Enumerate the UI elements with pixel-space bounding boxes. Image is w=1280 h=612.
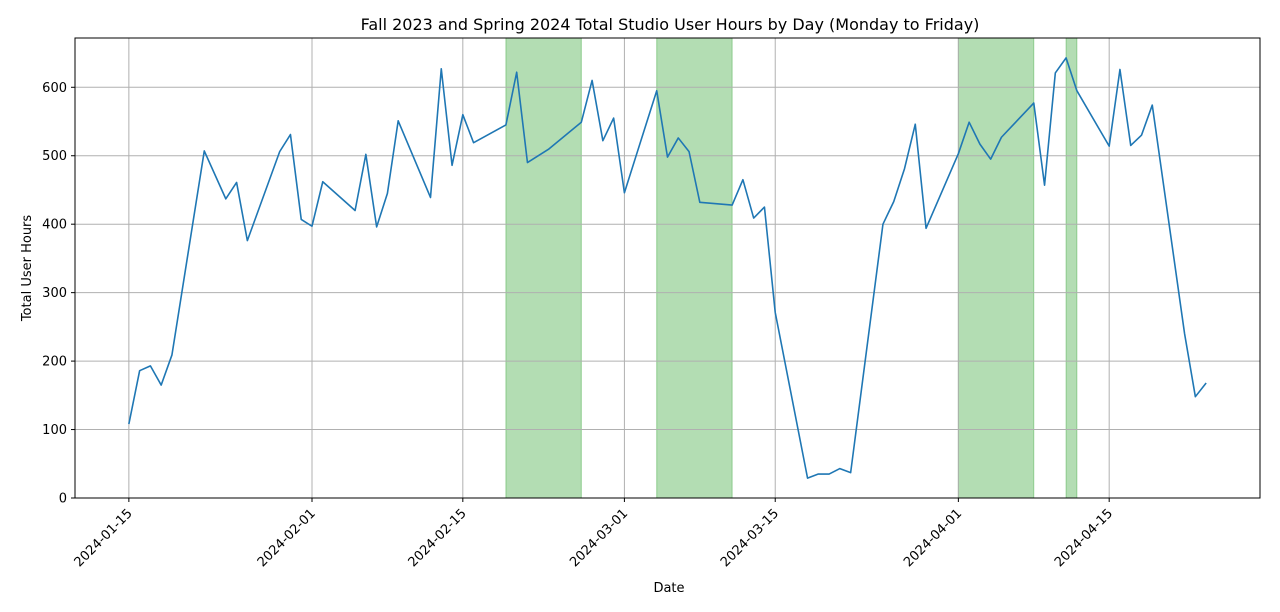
chart-title: Fall 2023 and Spring 2024 Total Studio U… (361, 15, 980, 34)
axes (74, 37, 1261, 499)
shaded-period-1 (505, 37, 582, 499)
y-tick-label: 0 (59, 492, 67, 507)
y-tick-label: 400 (42, 218, 67, 233)
y-tick-label: 100 (42, 423, 67, 438)
series-line-1 (128, 57, 1207, 479)
x-axis-label: Date (653, 581, 684, 596)
x-axis-ticks: 2024-01-15 2024-02-01 2024-02-15 2024-03-01… (72, 498, 1116, 570)
x-tick-label: 2024-03-01 (567, 506, 631, 570)
y-tick-label: 500 (42, 149, 67, 164)
x-tick-label: 2024-02-01 (255, 506, 319, 570)
shaded-period-2 (656, 37, 733, 499)
x-tick-label: 2024-04-15 (1052, 506, 1116, 570)
x-tick-label: 2024-02-15 (406, 506, 470, 570)
x-tick-label: 2024-03-15 (718, 506, 782, 570)
y-axis-ticks: 0 100 200 300 400 500 600 (42, 81, 75, 507)
y-tick-label: 300 (42, 286, 67, 301)
shaded-period-4 (1065, 37, 1078, 499)
x-tick-label: 2024-01-15 (72, 506, 136, 570)
series-group (128, 57, 1207, 479)
shaded-period-3 (957, 37, 1035, 499)
y-tick-label: 200 (42, 355, 67, 370)
plot-frame (74, 37, 1261, 499)
x-tick-label: 2024-04-01 (901, 506, 965, 570)
shaded-periods (505, 37, 1078, 499)
y-tick-label: 600 (42, 81, 67, 96)
y-axis-label: Total User Hours (20, 215, 35, 323)
